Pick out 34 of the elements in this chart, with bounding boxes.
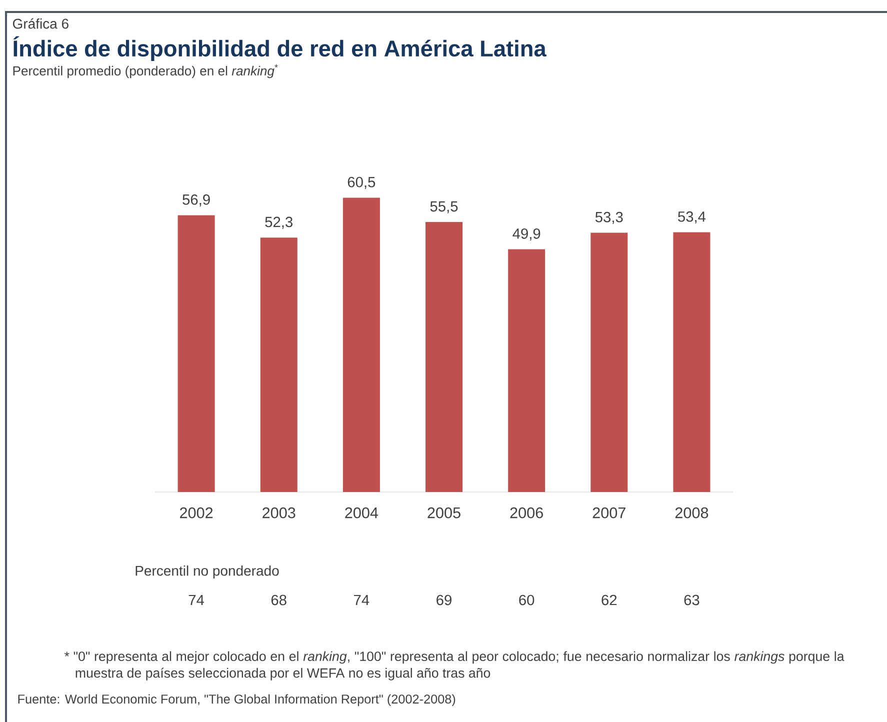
x-tick-label: 2002 — [180, 507, 213, 518]
chart-subtitle: Percentil promedio (ponderado) en el ranking$^{*}$ — [13, 64, 278, 78]
source-note: Fuente: World Economic Forum, "The Global Information Report" (2002-2008) — [18, 694, 456, 706]
bar — [590, 232, 628, 492]
text: 63 — [684, 594, 700, 606]
bar — [342, 198, 380, 492]
data-label: 52,3 — [265, 216, 292, 229]
x-tick-label: 2004 — [345, 507, 378, 518]
bar — [178, 215, 215, 492]
chart-title: Índice de disponibilidad de red en América Latina — [13, 36, 546, 62]
data-label: 60,5 — [348, 176, 376, 189]
x-tick-label: 2007 — [592, 507, 626, 518]
text: 74 — [188, 594, 204, 606]
text: Gráfica 6 — [12, 18, 68, 29]
text: 74 — [354, 594, 370, 606]
data-label: 55,5 — [430, 201, 458, 214]
text: Percentil no ponderado — [136, 565, 279, 579]
x-tick-label: 2006 — [510, 507, 543, 518]
bar — [426, 222, 463, 492]
text: 69 — [436, 594, 452, 606]
x-tick-label: 2008 — [675, 507, 708, 518]
bar — [673, 232, 710, 492]
data-label: 56,9 — [182, 194, 210, 207]
text: 62 — [602, 594, 617, 606]
text: * "0" representa al mejor colocado en el ranking, "100" representa al peor colocado; fue necesario normalizar los rankings porque la muestra de países seleccionada por el WEFA no es igual año tras año — [64, 651, 844, 680]
bar — [260, 238, 298, 492]
text: 60 — [519, 594, 534, 606]
data-label: 53,4 — [678, 211, 706, 224]
bar — [508, 249, 546, 492]
data-label: 49,9 — [512, 228, 540, 241]
text: 68 — [271, 594, 286, 606]
x-tick-label: 2005 — [428, 507, 460, 518]
data-label: 53,3 — [595, 212, 623, 224]
x-tick-label: 2003 — [262, 507, 296, 518]
